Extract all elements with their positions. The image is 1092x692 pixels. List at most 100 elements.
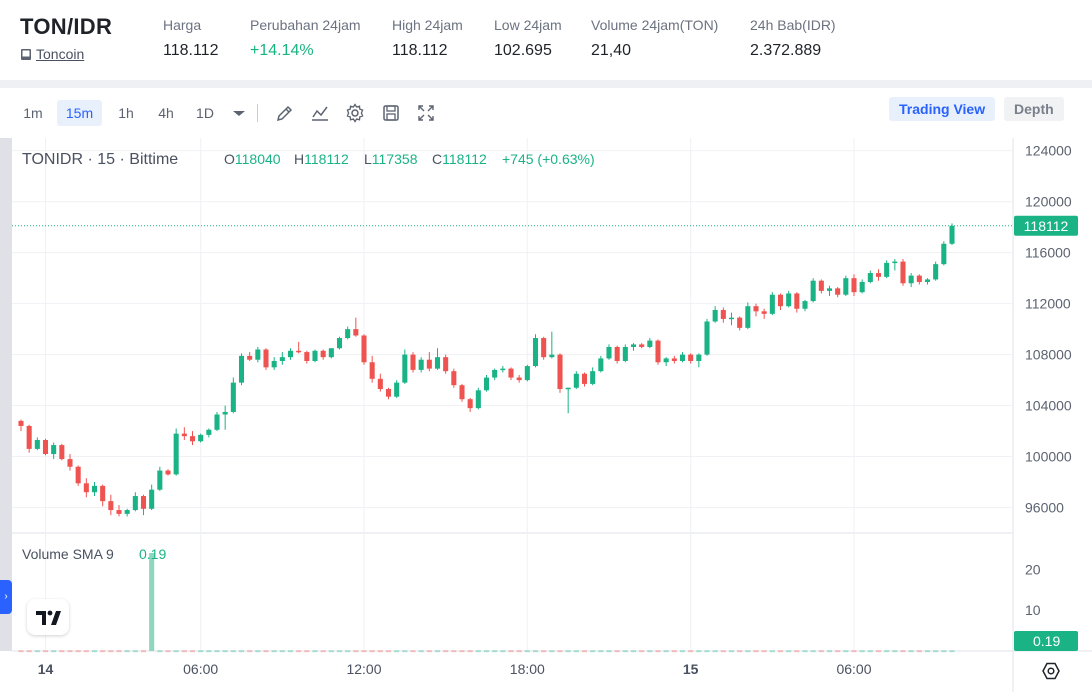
candlestick-chart[interactable]: 124000 120000 116000 112000 108000 104000 1000…: [0, 138, 1092, 692]
chart-background: [0, 138, 1092, 692]
stat-volume-24h: Volume 24jam(TON) 21,40: [591, 17, 718, 60]
volume-bar: [410, 650, 416, 653]
volume-bar: [312, 650, 318, 653]
trading-view-tab[interactable]: Trading View: [889, 97, 996, 121]
candle-body: [590, 371, 596, 384]
volume-bar: [688, 650, 694, 653]
candle-body: [875, 273, 882, 277]
toolbar-divider: [257, 104, 258, 122]
candle-body: [867, 273, 873, 282]
price-tick-label: 116000: [1025, 245, 1071, 261]
candle-body: [304, 352, 310, 361]
volume-sma-value: 0.19: [139, 546, 166, 562]
price-tick-label: 96000: [1025, 500, 1064, 516]
volume-bar: [124, 650, 130, 653]
candle-body: [745, 306, 751, 328]
candle-body: [859, 281, 865, 293]
volume-bar: [206, 650, 212, 653]
book-icon: [21, 49, 31, 60]
last-volume-label: 0.19: [1033, 633, 1060, 649]
chart-symbol-label: TONIDR · 15 · Bittime: [22, 151, 178, 168]
candle-body: [263, 349, 269, 368]
timeframe-4h[interactable]: 4h: [158, 105, 174, 121]
price-tick-label: 104000: [1025, 398, 1072, 414]
stat-value: +14.14%: [250, 42, 314, 59]
close-value: 118112: [442, 151, 487, 167]
depth-tab[interactable]: Depth: [1004, 97, 1064, 121]
candle-body: [238, 355, 245, 383]
coin-name-link[interactable]: Toncoin: [36, 46, 85, 62]
stat-turnover-24h: 24h Bab(IDR) 2.372.889: [750, 17, 836, 60]
volume-bar: [296, 650, 302, 653]
volume-bar: [573, 650, 579, 653]
volume-bar: [606, 650, 612, 653]
chevron-down-icon[interactable]: [228, 102, 250, 124]
volume-bar: [18, 650, 24, 653]
candle-body: [287, 350, 294, 358]
last-price-label: 118112: [1024, 218, 1069, 234]
fullscreen-icon[interactable]: [415, 102, 437, 124]
save-icon[interactable]: [380, 102, 402, 124]
volume-bar: [532, 650, 539, 653]
volume-bar: [385, 650, 392, 653]
volume-bar: [728, 650, 735, 653]
open-value: 118040: [235, 151, 281, 167]
timeframe-15m[interactable]: 15m: [57, 100, 102, 126]
candle-body: [26, 425, 32, 449]
volume-bar: [924, 650, 931, 653]
timeframe-1d[interactable]: 1D: [196, 105, 214, 121]
settings-gear-icon[interactable]: [344, 102, 366, 124]
volume-bar: [345, 650, 351, 653]
candle-body: [655, 340, 661, 363]
volume-bar: [810, 650, 816, 653]
candle-body: [622, 346, 628, 361]
timeframe-1m[interactable]: 1m: [23, 105, 43, 121]
candle-body: [949, 225, 955, 244]
high-value: 118112: [304, 151, 349, 167]
volume-bar: [712, 650, 718, 653]
volume-bar: [516, 650, 522, 653]
expand-side-panel-button[interactable]: ›: [0, 580, 12, 614]
stat-change-24h: Perubahan 24jam +14.14%: [250, 17, 361, 60]
volume-bar: [418, 650, 424, 653]
close-label: C: [432, 151, 442, 167]
candle-body: [532, 338, 539, 367]
timeframe-1h[interactable]: 1h: [118, 105, 134, 121]
volume-bar: [132, 650, 138, 653]
candle-body: [271, 360, 277, 368]
candle-body: [598, 358, 604, 372]
volume-bar: [802, 650, 808, 653]
ticker-bar: TON/IDR Toncoin Harga 118.112 Perubahan …: [0, 0, 1092, 80]
candle-body: [75, 466, 81, 484]
stat-label: Low 24jam: [494, 17, 562, 33]
candle-body: [581, 373, 588, 384]
candle-body: [475, 390, 481, 409]
candle-body: [508, 368, 514, 378]
volume-bar: [247, 650, 253, 653]
candle-body: [59, 445, 65, 460]
stat-price: Harga 118.112: [163, 17, 218, 60]
volume-bar: [443, 650, 449, 653]
pair-title: TON/IDR: [20, 14, 113, 39]
volume-bar: [492, 650, 498, 653]
chart-settings-icon[interactable]: [1040, 660, 1062, 682]
indicator-chart-icon[interactable]: [309, 102, 331, 124]
candle-body: [222, 411, 228, 415]
candle-body: [786, 293, 792, 307]
volume-bar: [753, 650, 759, 653]
volume-bar: [851, 650, 857, 653]
candle-body: [483, 377, 490, 391]
time-tick-label: 14: [38, 661, 54, 677]
candle-body: [639, 344, 645, 347]
candle-body: [443, 357, 449, 372]
pencil-icon[interactable]: [274, 102, 296, 124]
volume-bar: [59, 650, 65, 653]
volume-bar: [761, 650, 767, 653]
volume-bar: [859, 650, 865, 653]
tradingview-logo[interactable]: [27, 599, 69, 635]
candle-body: [900, 261, 906, 284]
candle-body: [42, 439, 49, 454]
volume-bar: [598, 650, 604, 653]
candle-body: [377, 378, 383, 390]
candle-body: [835, 288, 841, 295]
